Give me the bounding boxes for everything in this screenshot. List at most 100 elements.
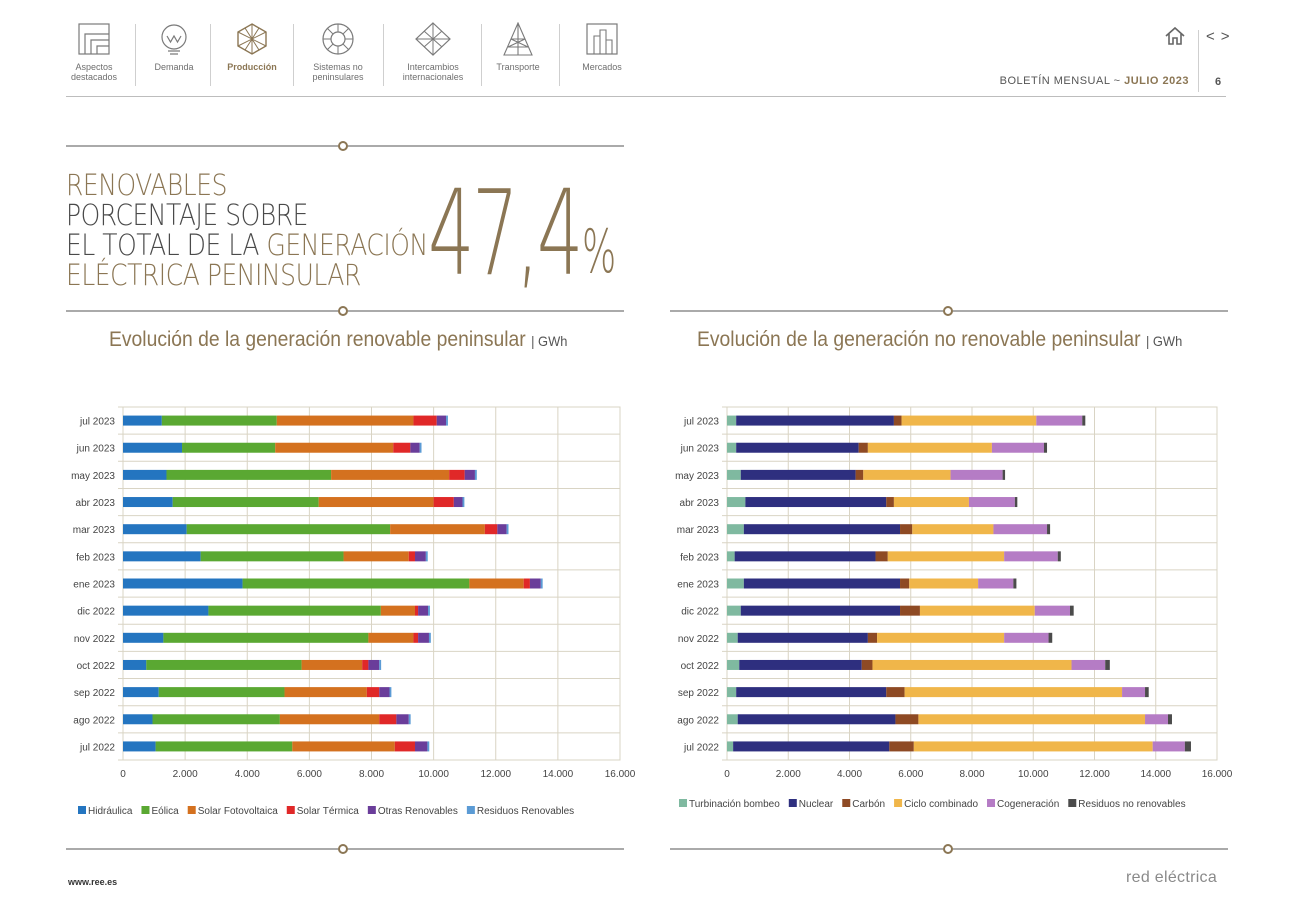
- legend-label: Cogeneración: [997, 799, 1059, 810]
- nav-label: destacados: [70, 72, 118, 82]
- nav-item-produccion[interactable]: Producción: [224, 22, 280, 72]
- nav-item-demanda[interactable]: Demanda: [148, 22, 200, 72]
- y-tick-label: dic 2022: [77, 607, 115, 618]
- bar-segment: [413, 415, 437, 426]
- bar-segment: [918, 714, 1146, 725]
- y-tick-label: may 2023: [675, 471, 719, 482]
- y-tick-label: mar 2023: [677, 525, 720, 536]
- next-page-button[interactable]: >: [1220, 28, 1236, 45]
- nav-item-intercambios[interactable]: Intercambios internacionales: [396, 22, 470, 82]
- legend-swatch: [187, 806, 196, 814]
- y-tick-label: oct 2022: [681, 661, 720, 672]
- renewable-share-unit: %: [582, 217, 617, 287]
- legend-label: Carbón: [852, 799, 885, 810]
- nav-divider: [383, 24, 384, 86]
- bar-segment: [1145, 714, 1168, 725]
- bar-segment: [900, 524, 913, 535]
- y-tick-label: ago 2022: [73, 715, 115, 726]
- y-tick-label: jun 2023: [680, 444, 720, 455]
- bar-segment: [182, 442, 276, 453]
- nav-item-transporte[interactable]: Transporte: [492, 22, 544, 72]
- y-tick-label: jul 2022: [683, 742, 719, 753]
- bar-segment: [727, 578, 744, 589]
- bar-segment: [146, 659, 302, 670]
- headline-line-3b: GENERACIÓN: [266, 228, 429, 262]
- bar-segment: [727, 741, 734, 752]
- bar-segment: [427, 741, 430, 752]
- legend-swatch: [286, 806, 295, 814]
- page-number: 6: [1215, 76, 1222, 88]
- sistemas-icon: [322, 23, 354, 55]
- chart-title-renewable: Evolución de la generación renovable pen…: [109, 328, 567, 352]
- bar-segment: [743, 578, 901, 589]
- bar-segment: [1014, 497, 1018, 508]
- transmission-tower-icon: [503, 22, 533, 56]
- bar-segment: [889, 741, 914, 752]
- nav-item-mercados[interactable]: Mercados: [576, 22, 628, 72]
- x-tick-label: 6.000: [297, 769, 322, 780]
- intercambios-icon: [415, 22, 451, 56]
- bar-segment: [436, 415, 447, 426]
- bar-segment: [449, 469, 465, 480]
- x-tick-label: 16.000: [605, 769, 636, 780]
- footer-url[interactable]: www.ree.es: [68, 877, 118, 887]
- bar-segment: [186, 524, 391, 535]
- bar-segment: [390, 524, 485, 535]
- bar-segment: [736, 687, 887, 698]
- legend-swatch: [679, 799, 687, 807]
- bar-segment: [123, 442, 183, 453]
- bar-segment: [343, 551, 409, 562]
- bar-segment: [1122, 687, 1146, 698]
- prev-page-button[interactable]: <: [1206, 28, 1221, 45]
- x-tick-label: 8.000: [359, 769, 384, 780]
- bar-segment: [428, 605, 430, 616]
- y-tick-label: feb 2023: [680, 552, 719, 563]
- bar-segment: [279, 714, 380, 725]
- bar-segment: [1082, 415, 1086, 426]
- bar-segment: [414, 551, 426, 562]
- y-tick-label: sep 2022: [74, 688, 116, 699]
- bar-segment: [895, 714, 919, 725]
- y-tick-label: sep 2022: [678, 688, 720, 699]
- x-tick-label: 12.000: [480, 769, 511, 780]
- bar-segment: [727, 442, 737, 453]
- bar-segment: [1002, 469, 1006, 480]
- nav-label: Sistemas no: [313, 62, 363, 72]
- bar-segment: [886, 497, 894, 508]
- x-tick-label: 12.000: [1079, 769, 1110, 780]
- bar-segment: [727, 469, 741, 480]
- bar-segment: [877, 632, 1005, 643]
- x-tick-label: 10.000: [1018, 769, 1049, 780]
- x-tick-label: 10.000: [418, 769, 449, 780]
- bar-segment: [733, 741, 890, 752]
- home-icon[interactable]: [1164, 26, 1186, 46]
- bar-segment: [1004, 632, 1049, 643]
- bar-segment: [1034, 605, 1070, 616]
- bar-segment: [474, 469, 477, 480]
- renewable-share-value: 47,4: [428, 164, 583, 302]
- bar-segment: [1036, 415, 1083, 426]
- nav-label: Mercados: [582, 62, 622, 72]
- bar-segment: [1168, 714, 1172, 725]
- bar-segment: [740, 469, 856, 480]
- bar-segment: [1043, 442, 1048, 453]
- bar-segment: [413, 632, 419, 643]
- x-tick-label: 14.000: [1140, 769, 1171, 780]
- nav-label: Producción: [227, 62, 277, 72]
- bar-segment: [993, 524, 1048, 535]
- bar-segment: [1004, 551, 1058, 562]
- bar-segment: [276, 415, 414, 426]
- bar-segment: [901, 415, 1037, 426]
- bar-segment: [900, 578, 910, 589]
- mercados-icon: [586, 23, 618, 55]
- nav-item-aspectos[interactable]: Aspectos destacados: [66, 22, 122, 82]
- legend-label: Turbinación bombeo: [689, 799, 780, 810]
- y-tick-label: nov 2022: [74, 634, 116, 645]
- bar-segment: [863, 469, 951, 480]
- bar-segment: [743, 524, 901, 535]
- bar-segment: [727, 687, 737, 698]
- nav-item-sistemas[interactable]: Sistemas no peninsulares: [306, 22, 370, 82]
- bar-segment: [414, 605, 419, 616]
- section-rule-bottom-left: [66, 844, 624, 854]
- bar-segment: [152, 714, 280, 725]
